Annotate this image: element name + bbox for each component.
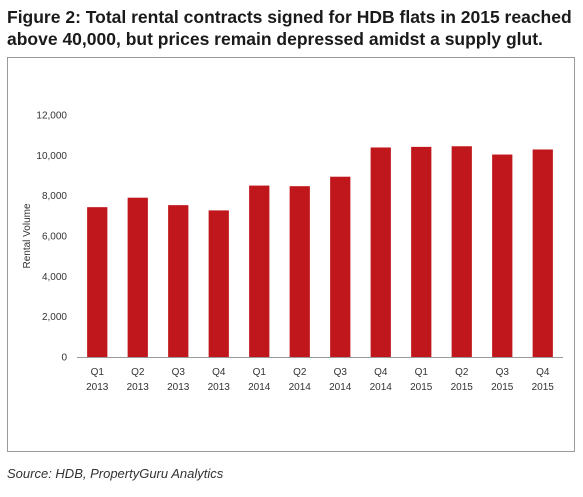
x-tick-label-year: 2014: [248, 382, 271, 393]
bar: [411, 146, 432, 357]
x-tick-label-quarter: Q2: [131, 367, 145, 378]
x-tick-label-quarter: Q3: [496, 367, 510, 378]
x-tick-label-quarter: Q3: [334, 367, 348, 378]
x-tick-label-year: 2014: [289, 382, 312, 393]
x-tick-label-year: 2013: [127, 382, 150, 393]
x-tick-label-quarter: Q4: [212, 367, 226, 378]
bars: [87, 146, 553, 357]
y-tick-label: 10,000: [36, 151, 67, 162]
bar: [87, 207, 108, 357]
x-tick-label-quarter: Q3: [172, 367, 186, 378]
bar: [330, 176, 351, 357]
y-axis-label: Rental Volume: [22, 203, 33, 268]
bar: [127, 197, 148, 357]
bar: [249, 185, 270, 357]
x-tick-label-year: 2014: [370, 382, 393, 393]
bar: [492, 154, 513, 357]
figure-title: Figure 2: Total rental contracts signed …: [7, 7, 572, 49]
y-tick-label: 4,000: [42, 272, 67, 283]
x-tick-label-year: 2015: [532, 382, 555, 393]
bar: [208, 210, 229, 357]
x-tick-label-quarter: Q4: [374, 367, 388, 378]
x-tick-label-quarter: Q2: [293, 367, 307, 378]
x-tick-label-year: 2015: [451, 382, 474, 393]
y-tick-label: 8,000: [42, 191, 67, 202]
x-tick-label-year: 2013: [208, 382, 231, 393]
x-tick-label-year: 2013: [167, 382, 190, 393]
x-tick-label-year: 2015: [410, 382, 433, 393]
x-tick-label-year: 2014: [329, 382, 352, 393]
bar: [532, 149, 553, 357]
y-tick-label: 2,000: [42, 312, 67, 323]
x-tick-label-quarter: Q1: [253, 367, 267, 378]
bar: [168, 205, 189, 357]
y-axis-ticks: 0 2,000 4,000 6,000 8,000 10,000 12,000: [36, 111, 67, 364]
x-tick-label-quarter: Q4: [536, 367, 550, 378]
bar: [451, 146, 472, 357]
y-tick-label: 6,000: [42, 232, 67, 243]
y-tick-label: 0: [61, 353, 67, 364]
chart-frame: [7, 57, 575, 452]
x-tick-label-quarter: Q1: [91, 367, 105, 378]
x-tick-label-quarter: Q1: [415, 367, 429, 378]
source-note: Source: HDB, PropertyGuru Analytics: [7, 466, 224, 481]
x-tick-label-quarter: Q2: [455, 367, 469, 378]
x-axis-ticks: Q1 2013 Q2 2013 Q3 2013 Q4 2013 Q1 2014 Q2 2014 Q3 20…: [86, 367, 554, 393]
x-tick-label-year: 2015: [491, 382, 514, 393]
bar: [289, 186, 310, 357]
y-tick-label: 12,000: [36, 111, 67, 122]
x-tick-label-year: 2013: [86, 382, 109, 393]
bar: [370, 147, 391, 357]
